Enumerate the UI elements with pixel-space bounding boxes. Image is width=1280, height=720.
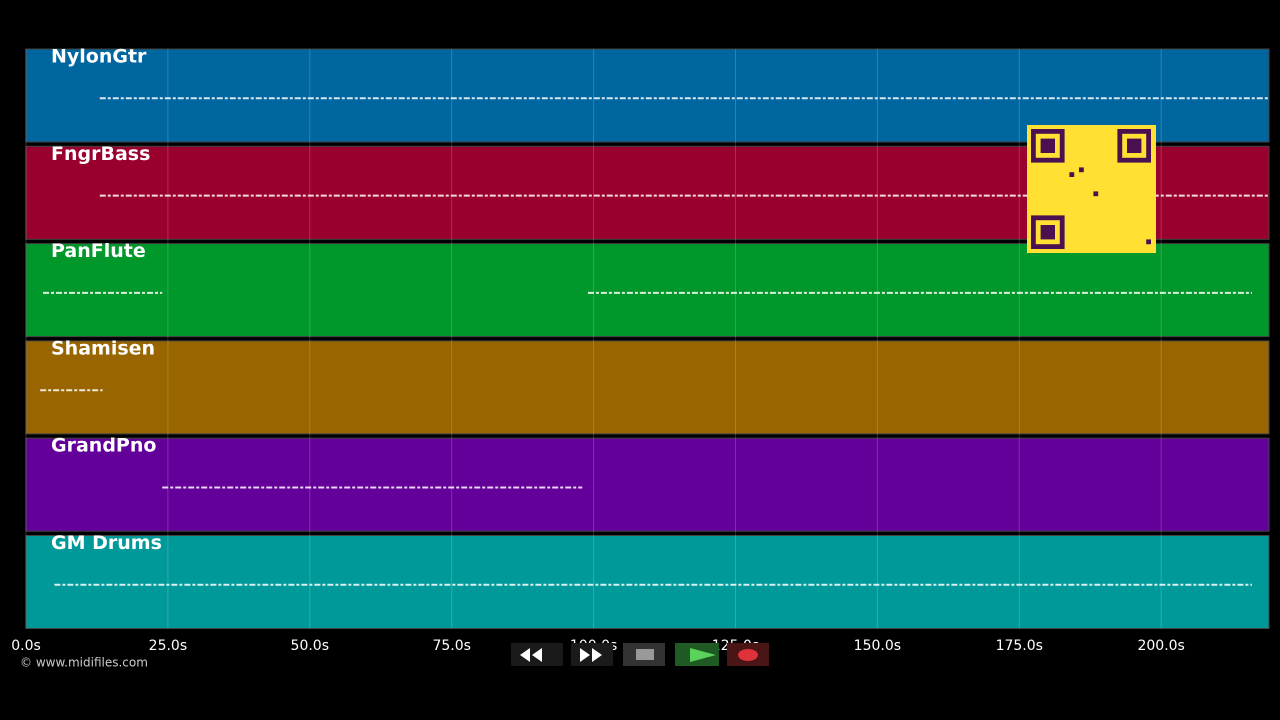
tick-label: 25.0s xyxy=(149,638,187,654)
qr-code xyxy=(1027,125,1156,253)
qr-finder xyxy=(1040,138,1055,153)
track-name: PanFlute xyxy=(51,240,146,262)
track-name: GrandPno xyxy=(51,435,156,457)
qr-module xyxy=(1069,172,1075,177)
qr-module xyxy=(1079,167,1084,173)
track-panel xyxy=(25,340,1270,435)
time-axis: 0.0s25.0s50.0s75.0s100.0s125.0s150.0s175… xyxy=(11,49,1185,654)
track-panel xyxy=(25,535,1270,629)
tick-label: 175.0s xyxy=(996,638,1043,654)
qr-finder xyxy=(1127,138,1142,153)
track-panel xyxy=(25,437,1270,532)
tick-label: 50.0s xyxy=(291,638,329,654)
qr-module xyxy=(1146,239,1151,245)
tick-label: 200.0s xyxy=(1137,638,1184,654)
track-name: FngrBass xyxy=(51,143,150,165)
rewind-button[interactable] xyxy=(511,643,563,666)
stop-button[interactable] xyxy=(623,643,665,666)
track-name: NylonGtr xyxy=(51,46,147,68)
qr-finder xyxy=(1040,225,1055,240)
track-panel xyxy=(25,243,1270,338)
qr-module xyxy=(1093,191,1099,197)
tick-label: 75.0s xyxy=(432,638,470,654)
credit: © www.midifiles.com xyxy=(20,656,148,670)
track-name: GM Drums xyxy=(51,532,162,554)
record-button[interactable] xyxy=(727,643,769,666)
forward-button[interactable] xyxy=(571,643,613,666)
play-button[interactable] xyxy=(675,643,719,666)
tick-label: 0.0s xyxy=(11,638,41,654)
track-name: Shamisen xyxy=(51,337,155,359)
tick-label: 150.0s xyxy=(854,638,901,654)
transport-controls xyxy=(511,643,769,666)
